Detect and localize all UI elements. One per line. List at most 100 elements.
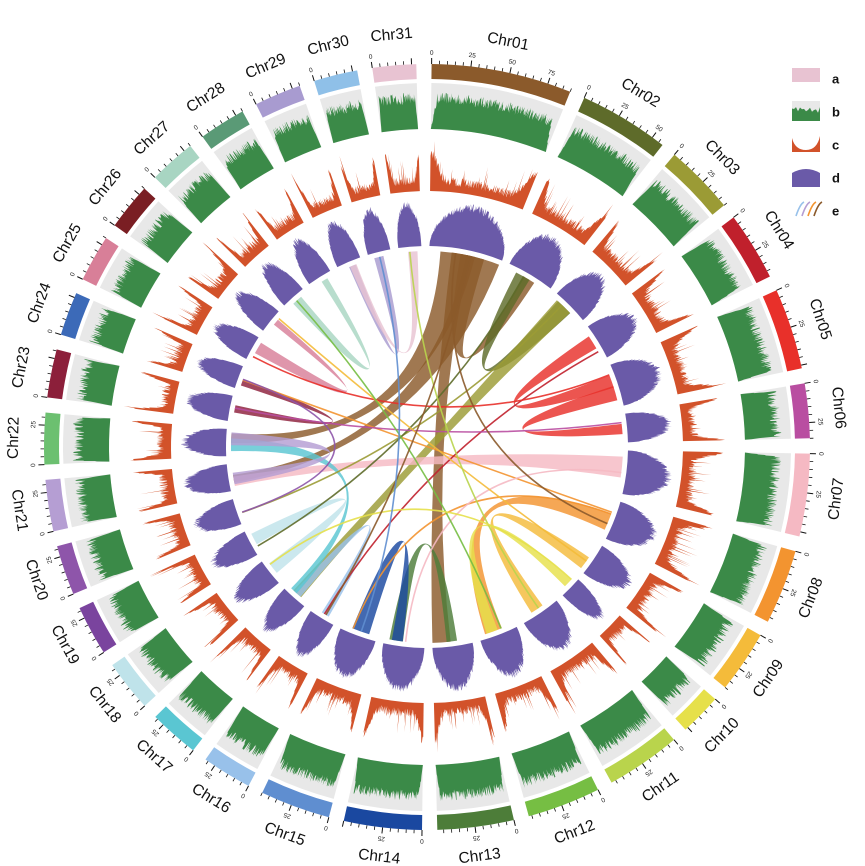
tick-chr27-0 bbox=[150, 172, 156, 178]
tick-chr30-5 bbox=[320, 75, 323, 79]
tick-chr17-5 bbox=[184, 745, 188, 749]
tick-chr15-20 bbox=[297, 807, 300, 812]
tick-chr01-25 bbox=[470, 60, 473, 67]
tick-label-chr06-25: 25 bbox=[816, 418, 823, 426]
chr-label-chr29: Chr29 bbox=[243, 50, 289, 82]
ideogram-chr09 bbox=[713, 627, 761, 688]
tick-chr26-10 bbox=[121, 210, 125, 214]
chr-label-chr16: Chr16 bbox=[189, 780, 234, 817]
tick-chr06-0 bbox=[804, 381, 811, 384]
track-d-chr11 bbox=[523, 600, 572, 652]
track-b-chr31 bbox=[378, 92, 419, 133]
tick-chr11-45 bbox=[615, 780, 618, 784]
link-chr01-chr22 bbox=[231, 251, 475, 444]
track-c-chr03 bbox=[592, 220, 663, 286]
tick-chr27-15 bbox=[169, 158, 173, 162]
legend: a b c d e bbox=[792, 68, 840, 218]
track-d-chr09 bbox=[583, 545, 632, 589]
track-b-chr14 bbox=[353, 757, 423, 801]
tick-chr28-30 bbox=[240, 108, 243, 112]
tick-chr12-0 bbox=[597, 789, 602, 796]
ideogram-chr13 bbox=[436, 805, 514, 830]
tick-chr23-10 bbox=[46, 380, 50, 383]
track-d-histogram bbox=[180, 201, 672, 692]
track-c-chr01 bbox=[430, 141, 538, 210]
tick-chr13-0 bbox=[513, 819, 516, 826]
tick-chr05-15 bbox=[785, 310, 789, 313]
ideogram-chr17 bbox=[155, 706, 203, 751]
tick-chr19-0 bbox=[98, 651, 104, 657]
tick-chr07-40 bbox=[803, 516, 808, 518]
tick-chr31-0 bbox=[370, 61, 373, 69]
tick-chr12-40 bbox=[539, 813, 541, 817]
tick-label-chr18-25: 25 bbox=[106, 677, 116, 687]
tick-label-chr28-0: 0 bbox=[193, 124, 200, 132]
tick-chr02-25 bbox=[618, 110, 623, 117]
tick-chr01-55 bbox=[517, 71, 519, 75]
tick-chr01-80 bbox=[555, 82, 557, 87]
tick-chr03-15 bbox=[691, 167, 695, 171]
track-c-chr24 bbox=[146, 327, 193, 372]
link-chr05-chr04 bbox=[513, 336, 614, 409]
link-chr01-chr08 bbox=[450, 252, 608, 525]
link-chr27-chr28 bbox=[293, 278, 370, 370]
track-c-chr13 bbox=[433, 696, 495, 753]
tick-label-chr14-0: 0 bbox=[420, 837, 424, 844]
tick-chr05-50 bbox=[801, 363, 808, 366]
track-d-chr05 bbox=[610, 359, 662, 406]
track-c-chr09 bbox=[626, 572, 684, 638]
tick-chr04-40 bbox=[766, 268, 771, 272]
tick-chr19-25 bbox=[78, 617, 85, 622]
ideogram-chr20 bbox=[57, 542, 88, 595]
track-b-chr04 bbox=[681, 239, 741, 306]
chr-label-chr26: Chr26 bbox=[85, 166, 125, 210]
tick-label-chr17-0: 0 bbox=[183, 755, 190, 763]
tick-chr24-10 bbox=[62, 318, 66, 320]
tick-chr05-45 bbox=[799, 356, 803, 358]
tick-chr30-10 bbox=[328, 73, 330, 77]
tick-label-chr02-50: 50 bbox=[654, 124, 664, 134]
tick-chr11-35 bbox=[628, 772, 632, 776]
tick-chr16-30 bbox=[205, 761, 209, 765]
track-b-chr11 bbox=[580, 690, 651, 755]
tick-chr29-30 bbox=[298, 82, 301, 86]
tick-chr23-15 bbox=[47, 372, 52, 375]
track-b-chr28 bbox=[225, 138, 274, 190]
chr-label-chr08: Chr08 bbox=[795, 575, 826, 621]
track-b-chr27 bbox=[177, 172, 231, 224]
track-b-chr19 bbox=[108, 580, 159, 632]
tick-label-chr16-0: 0 bbox=[240, 791, 247, 799]
tick-chr11-0 bbox=[673, 739, 679, 745]
tick-label-chr23-0: 0 bbox=[33, 393, 40, 398]
tick-chr08-30 bbox=[779, 595, 784, 598]
link-chr03-chr20 bbox=[241, 304, 563, 514]
tick-chr27-20 bbox=[175, 153, 179, 157]
chr-label-chr21: Chr21 bbox=[8, 488, 31, 532]
tick-chr14-50 bbox=[341, 820, 345, 827]
track-b-chr24 bbox=[89, 307, 136, 354]
tick-chr07-50 bbox=[800, 531, 807, 534]
legend-swatch-c bbox=[792, 136, 820, 152]
tick-chr02-10 bbox=[598, 101, 601, 105]
track-b-chr21 bbox=[74, 474, 117, 522]
tick-chr09-35 bbox=[729, 680, 734, 684]
tick-chr12-5 bbox=[590, 792, 593, 797]
tick-chr01-70 bbox=[540, 77, 542, 82]
tick-chr10-5 bbox=[709, 704, 713, 708]
tick-chr04-25 bbox=[755, 246, 761, 251]
tick-label-chr07-0: 0 bbox=[817, 452, 824, 456]
track-d-chr31 bbox=[397, 201, 422, 249]
chr-label-chr01: Chr01 bbox=[486, 29, 531, 54]
tick-label-chr13-0: 0 bbox=[513, 827, 518, 835]
tick-chr15-30 bbox=[282, 802, 285, 806]
tick-chr18-30 bbox=[111, 668, 116, 672]
chr-label-chr25: Chr25 bbox=[49, 221, 85, 266]
track-d-chr17 bbox=[262, 588, 305, 633]
link-chr01-chr13 bbox=[431, 252, 471, 643]
track-c-chr12 bbox=[495, 676, 560, 733]
tick-chr17-30 bbox=[154, 718, 158, 722]
track-d-chr03 bbox=[556, 271, 606, 321]
tick-chr02-55 bbox=[658, 139, 662, 143]
tick-chr05-25 bbox=[790, 324, 797, 328]
track-c-chr15 bbox=[299, 678, 362, 733]
